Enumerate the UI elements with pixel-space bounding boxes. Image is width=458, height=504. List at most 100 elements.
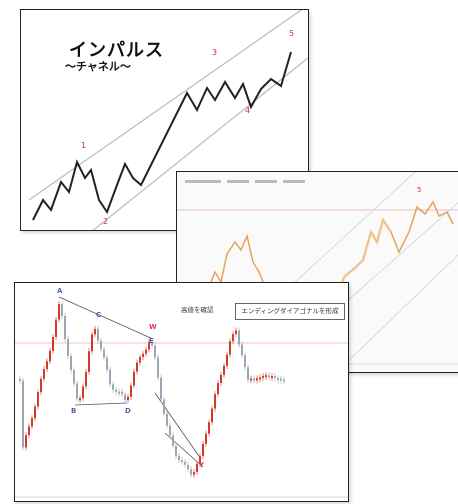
point-label-b: B: [71, 407, 76, 415]
candle-body: [103, 349, 105, 358]
candle-body: [217, 383, 219, 395]
chart-header: [185, 180, 305, 183]
candle-body: [70, 355, 72, 371]
candle-body: [133, 371, 135, 386]
candle-body: [280, 378, 282, 381]
triangle-lower-line: [74, 402, 128, 406]
candle-body: [22, 380, 24, 448]
candle-body: [106, 357, 108, 370]
candle-body: [43, 369, 45, 379]
candle-body: [127, 396, 129, 401]
impulse-title: インパルス: [69, 40, 164, 61]
impulse-wave-line: [32, 51, 292, 221]
point-label-e: E: [149, 337, 154, 345]
candle-body: [226, 354, 228, 366]
candle-body: [19, 379, 21, 381]
wave-label-5-channel: 5: [417, 186, 421, 194]
candle-body: [91, 334, 93, 352]
candle-body: [187, 464, 189, 470]
candle-body: [244, 355, 246, 368]
candle-body: [181, 460, 183, 463]
candle-body: [169, 425, 171, 436]
candle-body: [25, 435, 27, 448]
candle-body: [274, 375, 276, 379]
candle-body: [124, 394, 126, 401]
ending-diagonal-callout: エンディングダイアゴナルを形成: [235, 303, 345, 320]
candle-body: [175, 445, 177, 456]
candle-body: [34, 406, 36, 419]
candle-body: [52, 336, 54, 351]
candle-body: [172, 435, 174, 446]
candle-body: [268, 375, 270, 378]
point-label-w: W: [149, 323, 157, 331]
candle-body: [253, 378, 255, 381]
candle-body: [160, 377, 162, 400]
candle-body: [256, 378, 258, 381]
candle-body: [115, 389, 117, 392]
candle-body: [199, 456, 201, 464]
wave-label-3: 3: [212, 48, 217, 57]
candle-body: [154, 345, 156, 358]
candle-body: [100, 340, 102, 350]
candle-body: [202, 443, 204, 457]
point-label-c: C: [96, 311, 101, 319]
candle-body: [232, 334, 234, 342]
candle-body: [73, 370, 75, 384]
triangle-upper-line: [58, 296, 154, 340]
candle-body: [64, 315, 66, 339]
candle-body: [109, 369, 111, 385]
candle-body: [157, 357, 159, 378]
candle-body: [31, 418, 33, 427]
candle-body: [163, 399, 165, 414]
candle-body: [208, 422, 210, 434]
candle-body: [67, 338, 69, 356]
candle-body: [130, 385, 132, 397]
candle-body: [229, 341, 231, 355]
wave-label-5: 5: [289, 29, 294, 38]
candle-body: [277, 378, 279, 381]
candle-body: [235, 330, 237, 335]
candle-body: [196, 463, 198, 473]
candle-body: [136, 362, 138, 372]
candle-body: [247, 367, 249, 381]
diagonal-upper-line: [154, 392, 202, 460]
candle-body: [193, 472, 195, 475]
point-label-d: D: [125, 407, 131, 415]
candle-body: [151, 342, 153, 346]
candle-body: [190, 469, 192, 475]
candlestick-series: [19, 301, 285, 478]
candle-body: [211, 408, 213, 423]
candle-body: [241, 344, 243, 356]
elliott-chart-card: A C B D E W Y 高値を確認 エンディングダイアゴナルを形成: [14, 282, 349, 502]
candle-body: [220, 374, 222, 384]
candle-body: [79, 398, 81, 401]
peak-annotation: 高値を確認: [181, 306, 214, 314]
candle-body: [259, 377, 261, 380]
candle-body: [76, 383, 78, 399]
candle-body: [148, 342, 150, 350]
candle-body: [184, 461, 186, 465]
wave-label-4: 4: [245, 106, 250, 115]
candle-body: [271, 375, 273, 378]
candle-body: [214, 394, 216, 409]
candle-body: [61, 304, 63, 316]
candle-body: [238, 330, 240, 345]
candle-body: [283, 379, 285, 382]
candle-body: [28, 426, 30, 436]
candle-body: [262, 375, 264, 378]
candle-body: [88, 351, 90, 372]
candle-body: [49, 350, 51, 362]
candle-body: [40, 378, 42, 393]
impulse-channel-card: インパルス 〜チャネル〜 1 2 3 4 5: [20, 9, 309, 231]
candle-body: [250, 378, 252, 381]
candle-body: [205, 433, 207, 444]
wave-label-2: 2: [103, 217, 108, 226]
candle-body: [223, 365, 225, 375]
candle-body: [139, 357, 141, 363]
candle-body: [58, 304, 60, 320]
wave-label-1: 1: [81, 141, 86, 150]
candle-body: [97, 328, 99, 341]
candle-body: [55, 319, 57, 337]
candle-body: [85, 371, 87, 387]
candle-body: [145, 349, 147, 354]
